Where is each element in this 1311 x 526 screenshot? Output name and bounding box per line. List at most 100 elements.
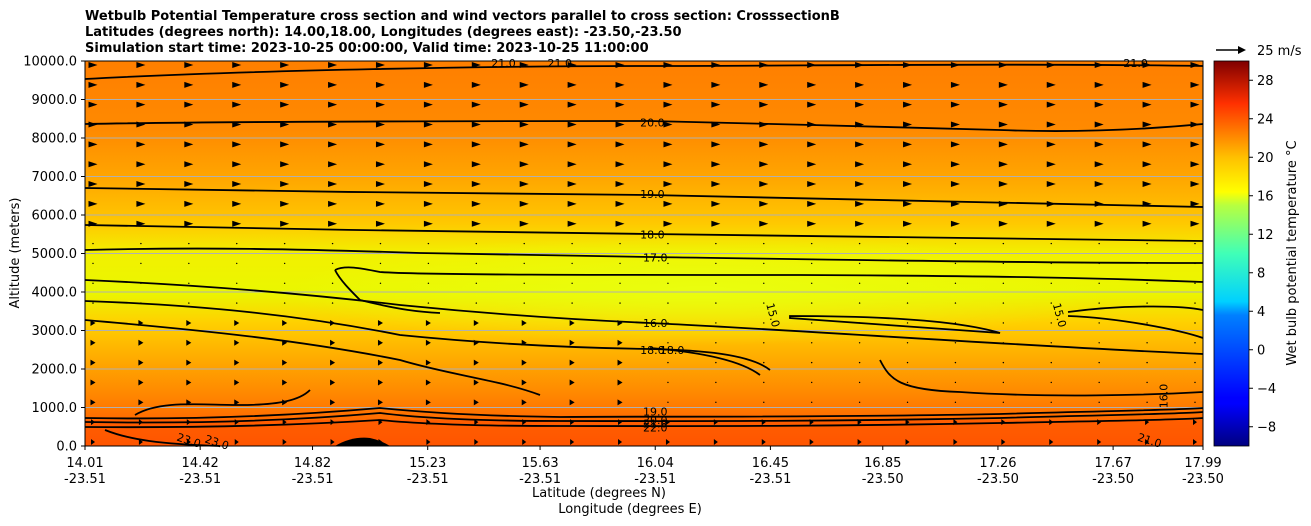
wind-vector [91,419,95,426]
wind-vector [711,181,721,188]
wind-vector [475,242,478,245]
x-tick-label-lon: -23.51 [407,472,449,487]
wind-vector [92,242,94,245]
contour-label: 21.0 [1123,57,1148,70]
wind-vector [138,339,144,346]
wind-vector [713,419,718,426]
wind-vector [375,141,385,148]
wind-vector [471,121,481,128]
wind-vector [855,141,865,148]
wind-vector [903,81,913,88]
wind-vector [759,81,769,88]
wind-vector [663,161,673,168]
wind-vector [1146,302,1148,304]
contour-label: 19.0 [643,405,668,418]
wind-vector [569,399,575,406]
wind-vector [138,379,144,386]
wind-vector [1046,220,1056,227]
colorbar-tick-label: 0 [1257,343,1265,358]
y-axis: 0.0 1000.0 2000.0 3000.0 4000.0 5000.0 6000.0 7… [23,55,85,455]
wind-vector [619,302,621,304]
wind-vector [473,319,479,326]
wind-vector [763,381,765,384]
wind-vector [998,200,1008,207]
y-tick-label: 3000.0 [32,324,78,339]
wind-vector [184,220,194,227]
wind-vector [998,141,1008,148]
wind-vector [375,81,385,88]
contour-18-low [84,319,761,396]
wind-vector [519,200,529,207]
wind-vector [810,282,813,284]
wind-vector [855,200,865,207]
wind-vector [567,81,577,88]
wind-vector [855,101,865,108]
gridlines [85,99,1203,408]
wind-vector [328,161,338,168]
wind-vector [519,181,529,188]
wind-vector [140,302,142,304]
terrain [335,437,390,446]
wind-vector [855,181,865,188]
colorbar-tick-label: −4 [1257,382,1276,397]
contour-label: 18.0 [660,344,685,357]
wind-vector [280,161,290,168]
wind-vector [521,359,527,366]
wind-vector [521,319,527,326]
wind-vector [617,319,623,326]
wind-vector [950,181,960,188]
wind-vector [88,62,98,68]
wind-vector [88,200,98,207]
wind-vector [858,282,861,284]
wind-vector [282,399,288,406]
wind-vector [715,401,717,404]
wind-vector [232,81,242,88]
wind-vector [615,81,625,88]
wind-vector [330,379,336,386]
wind-vector [855,161,865,168]
wind-vector [665,439,670,445]
wind-vector [523,282,525,284]
wind-vector [328,141,338,148]
wind-vector [858,361,861,364]
wind-vector [1146,242,1148,245]
wind-vector [571,302,573,304]
wind-vector [663,101,673,108]
wind-vector [954,381,957,384]
contour-label: 21.0 [643,418,668,431]
contour-label: 22.0 [643,422,668,435]
wind-vector [330,359,336,366]
x-tick-label-lon: -23.51 [749,472,791,487]
wind-vector [1194,401,1196,404]
contour-19 [84,187,1204,208]
x-tick-label-lon: -23.51 [634,472,676,487]
wind-vector [330,419,335,426]
wind-vector [136,181,146,188]
wind-vector [425,379,431,386]
contour-19-low [134,359,1204,416]
wind-vector [1190,161,1200,168]
wind-vector [1146,262,1148,265]
wind-vector [905,439,910,445]
wind-vector [378,419,383,426]
wind-vector [282,419,287,426]
wind-vector [188,282,190,284]
wind-vector [810,302,813,304]
wind-vector [807,220,817,227]
wind-vector [950,220,960,227]
wind-vector [857,439,862,445]
wind-vector [1050,361,1052,364]
wind-vector [810,262,813,265]
wind-vector [1050,302,1052,304]
wind-vector [377,379,383,386]
wind-vector [92,282,94,284]
wind-vector [858,401,861,404]
wind-vector [377,339,383,346]
wind-vector [523,302,525,304]
wind-vector [1146,322,1148,324]
contour-surface-3 [84,417,1204,429]
wind-vector [425,359,431,366]
wind-vector [375,200,385,207]
wind-vector [617,379,623,386]
wind-vector [807,121,817,128]
